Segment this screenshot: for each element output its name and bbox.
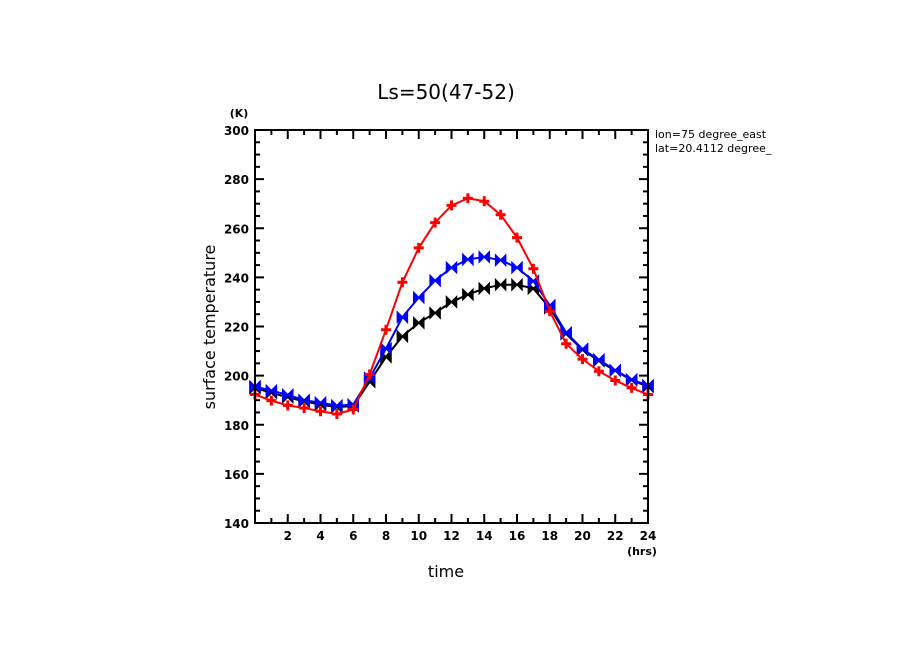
x-tick-label: 18 (541, 529, 558, 543)
x-tick-label: 2 (284, 529, 292, 543)
data-point-blue (413, 290, 425, 305)
data-point-blue (380, 341, 392, 356)
y-tick-label: 140 (224, 517, 249, 531)
x-tick-label: 12 (443, 529, 460, 543)
x-tick-label: 14 (476, 529, 493, 543)
x-tick-label: 6 (349, 529, 357, 543)
annotation-lon: lon=75 degree_east (655, 128, 767, 141)
data-point-red (528, 263, 539, 274)
x-tick-label: 8 (382, 529, 390, 543)
data-point-red (348, 404, 359, 415)
data-point-black (396, 329, 409, 344)
data-point-red (610, 375, 621, 386)
y-tick-label: 300 (224, 124, 249, 138)
plot-frame (254, 129, 649, 524)
data-point-blue (462, 252, 474, 267)
chart-title: Ls=50(47-52) (377, 80, 515, 104)
data-point-red (446, 200, 457, 211)
data-point-blue (282, 387, 294, 402)
data-point-red (626, 382, 637, 393)
data-point-blue (249, 379, 261, 394)
tick-labels: 2 4 6 8 10 12 14 16 18 20 22 2414016018020022024026… (224, 124, 656, 543)
y-tick-label: 260 (224, 222, 249, 236)
data-point-red (397, 277, 408, 288)
data-point-red (299, 403, 310, 414)
data-point-red (479, 196, 490, 207)
annotation-lat: lat=20.4112 degree_ (655, 142, 772, 155)
y-tick-label: 180 (224, 419, 249, 433)
data-point-red (593, 366, 604, 377)
data-point-blue (511, 260, 523, 275)
y-tick-label: 280 (224, 173, 249, 187)
x-tick-label: 4 (316, 529, 324, 543)
data-point-red (282, 400, 293, 411)
data-point-blue (429, 273, 441, 288)
data-point-black (511, 277, 523, 292)
data-point-red (364, 369, 375, 380)
x-unit-label: (hrs) (627, 545, 657, 558)
y-tick-label: 240 (224, 271, 249, 285)
data-point-blue (298, 393, 310, 407)
data-point-black (413, 316, 425, 330)
y-tick-label: 160 (224, 468, 249, 482)
data-point-black (445, 295, 458, 309)
data-point-red (561, 338, 572, 349)
data-point-blue (527, 274, 540, 288)
data-point-black (462, 287, 474, 302)
data-point-red (462, 193, 473, 204)
x-tick-label: 10 (410, 529, 427, 543)
y-tick-label: 220 (224, 321, 249, 335)
data-point-blue (494, 253, 507, 267)
data-point-blue (331, 398, 343, 413)
y-axis-title: surface temperature (200, 245, 219, 410)
data-point-red (495, 209, 506, 220)
series-blue (249, 250, 654, 413)
x-tick-label: 22 (607, 529, 624, 543)
series-layer (249, 193, 654, 419)
data-point-red (381, 324, 391, 335)
data-point-red (577, 354, 588, 365)
data-point-red (512, 232, 522, 243)
data-point-black (478, 281, 490, 296)
data-point-blue (314, 395, 327, 410)
data-point-red (266, 395, 277, 406)
x-tick-label: 20 (574, 529, 591, 543)
data-point-blue (445, 260, 458, 275)
data-point-red (430, 217, 441, 228)
x-axis-title: time (428, 562, 464, 581)
data-point-red (331, 408, 342, 419)
y-tick-label: 200 (224, 370, 249, 384)
data-point-blue (609, 363, 621, 378)
x-tick-label: 16 (509, 529, 526, 543)
data-point-red (544, 306, 555, 317)
data-point-blue (593, 352, 605, 367)
series-red (250, 193, 653, 419)
data-point-black (429, 306, 441, 320)
data-point-red (413, 242, 424, 253)
data-point-blue (478, 250, 490, 264)
data-point-blue (544, 298, 556, 313)
x-tick-label: 24 (640, 529, 657, 543)
data-point-black (494, 277, 507, 292)
y-unit-label: (K) (230, 107, 249, 120)
data-point-blue (396, 310, 409, 324)
data-point-red (315, 406, 326, 417)
data-point-blue (625, 372, 638, 387)
data-point-blue (576, 342, 589, 356)
data-point-blue (265, 383, 278, 398)
